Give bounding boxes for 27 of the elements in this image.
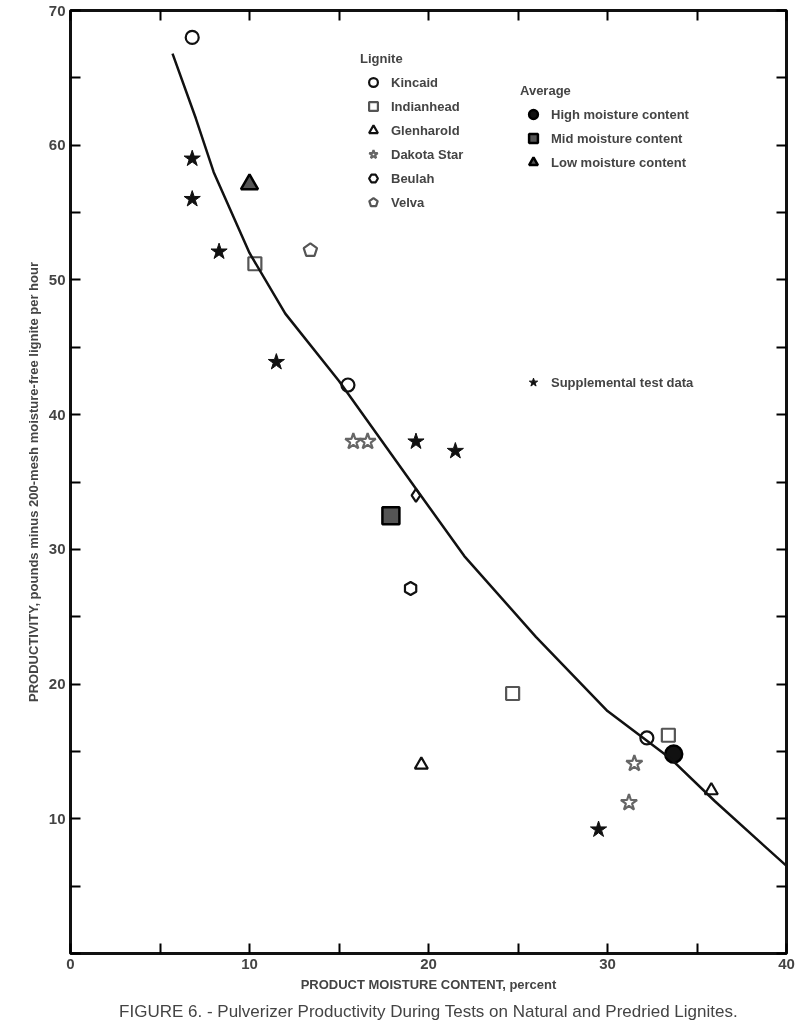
annotation: Average (520, 83, 572, 98)
legend-label: High moisture content (551, 106, 689, 122)
y-tick-label: 70 (48, 1, 66, 19)
x-tick-label: 20 (420, 954, 437, 972)
legend-label: Indianhead (391, 98, 460, 114)
legend-label: Kincaid (391, 74, 438, 90)
y-axis-title: PRODUCTIVITY, pounds minus 200-mesh moisture-free lignite per hour (25, 262, 41, 702)
y-tick-label: 30 (48, 540, 66, 558)
y-tick-label: 60 (48, 136, 66, 154)
legend-label: Velva (391, 194, 425, 210)
x-axis-title: PRODUCT MOISTURE CONTENT, percent (300, 976, 558, 992)
legend-label: Low moisture content (551, 154, 687, 170)
y-tick-label: 50 (48, 270, 66, 288)
legend-label: Dakota Star (391, 146, 464, 162)
x-tick-label: 10 (241, 954, 258, 972)
x-tick-label: 0 (66, 954, 75, 972)
y-tick-label: 20 (48, 675, 66, 693)
legend-label: Beulah (391, 170, 435, 186)
y-tick-label: 40 (48, 405, 66, 423)
legend-label: Glenharold (391, 122, 460, 138)
x-tick-label: 40 (778, 954, 795, 972)
caption: FIGURE 6. - Pulverizer Productivity During Tests on Natural and Predried Lignites. (119, 1001, 738, 1021)
legend-label: Mid moisture content (551, 130, 683, 146)
y-tick-label: 10 (48, 809, 66, 827)
legend-title: Lignite (360, 51, 404, 66)
x-tick-label: 30 (599, 954, 616, 972)
legend-label: Supplemental test data (551, 374, 694, 390)
